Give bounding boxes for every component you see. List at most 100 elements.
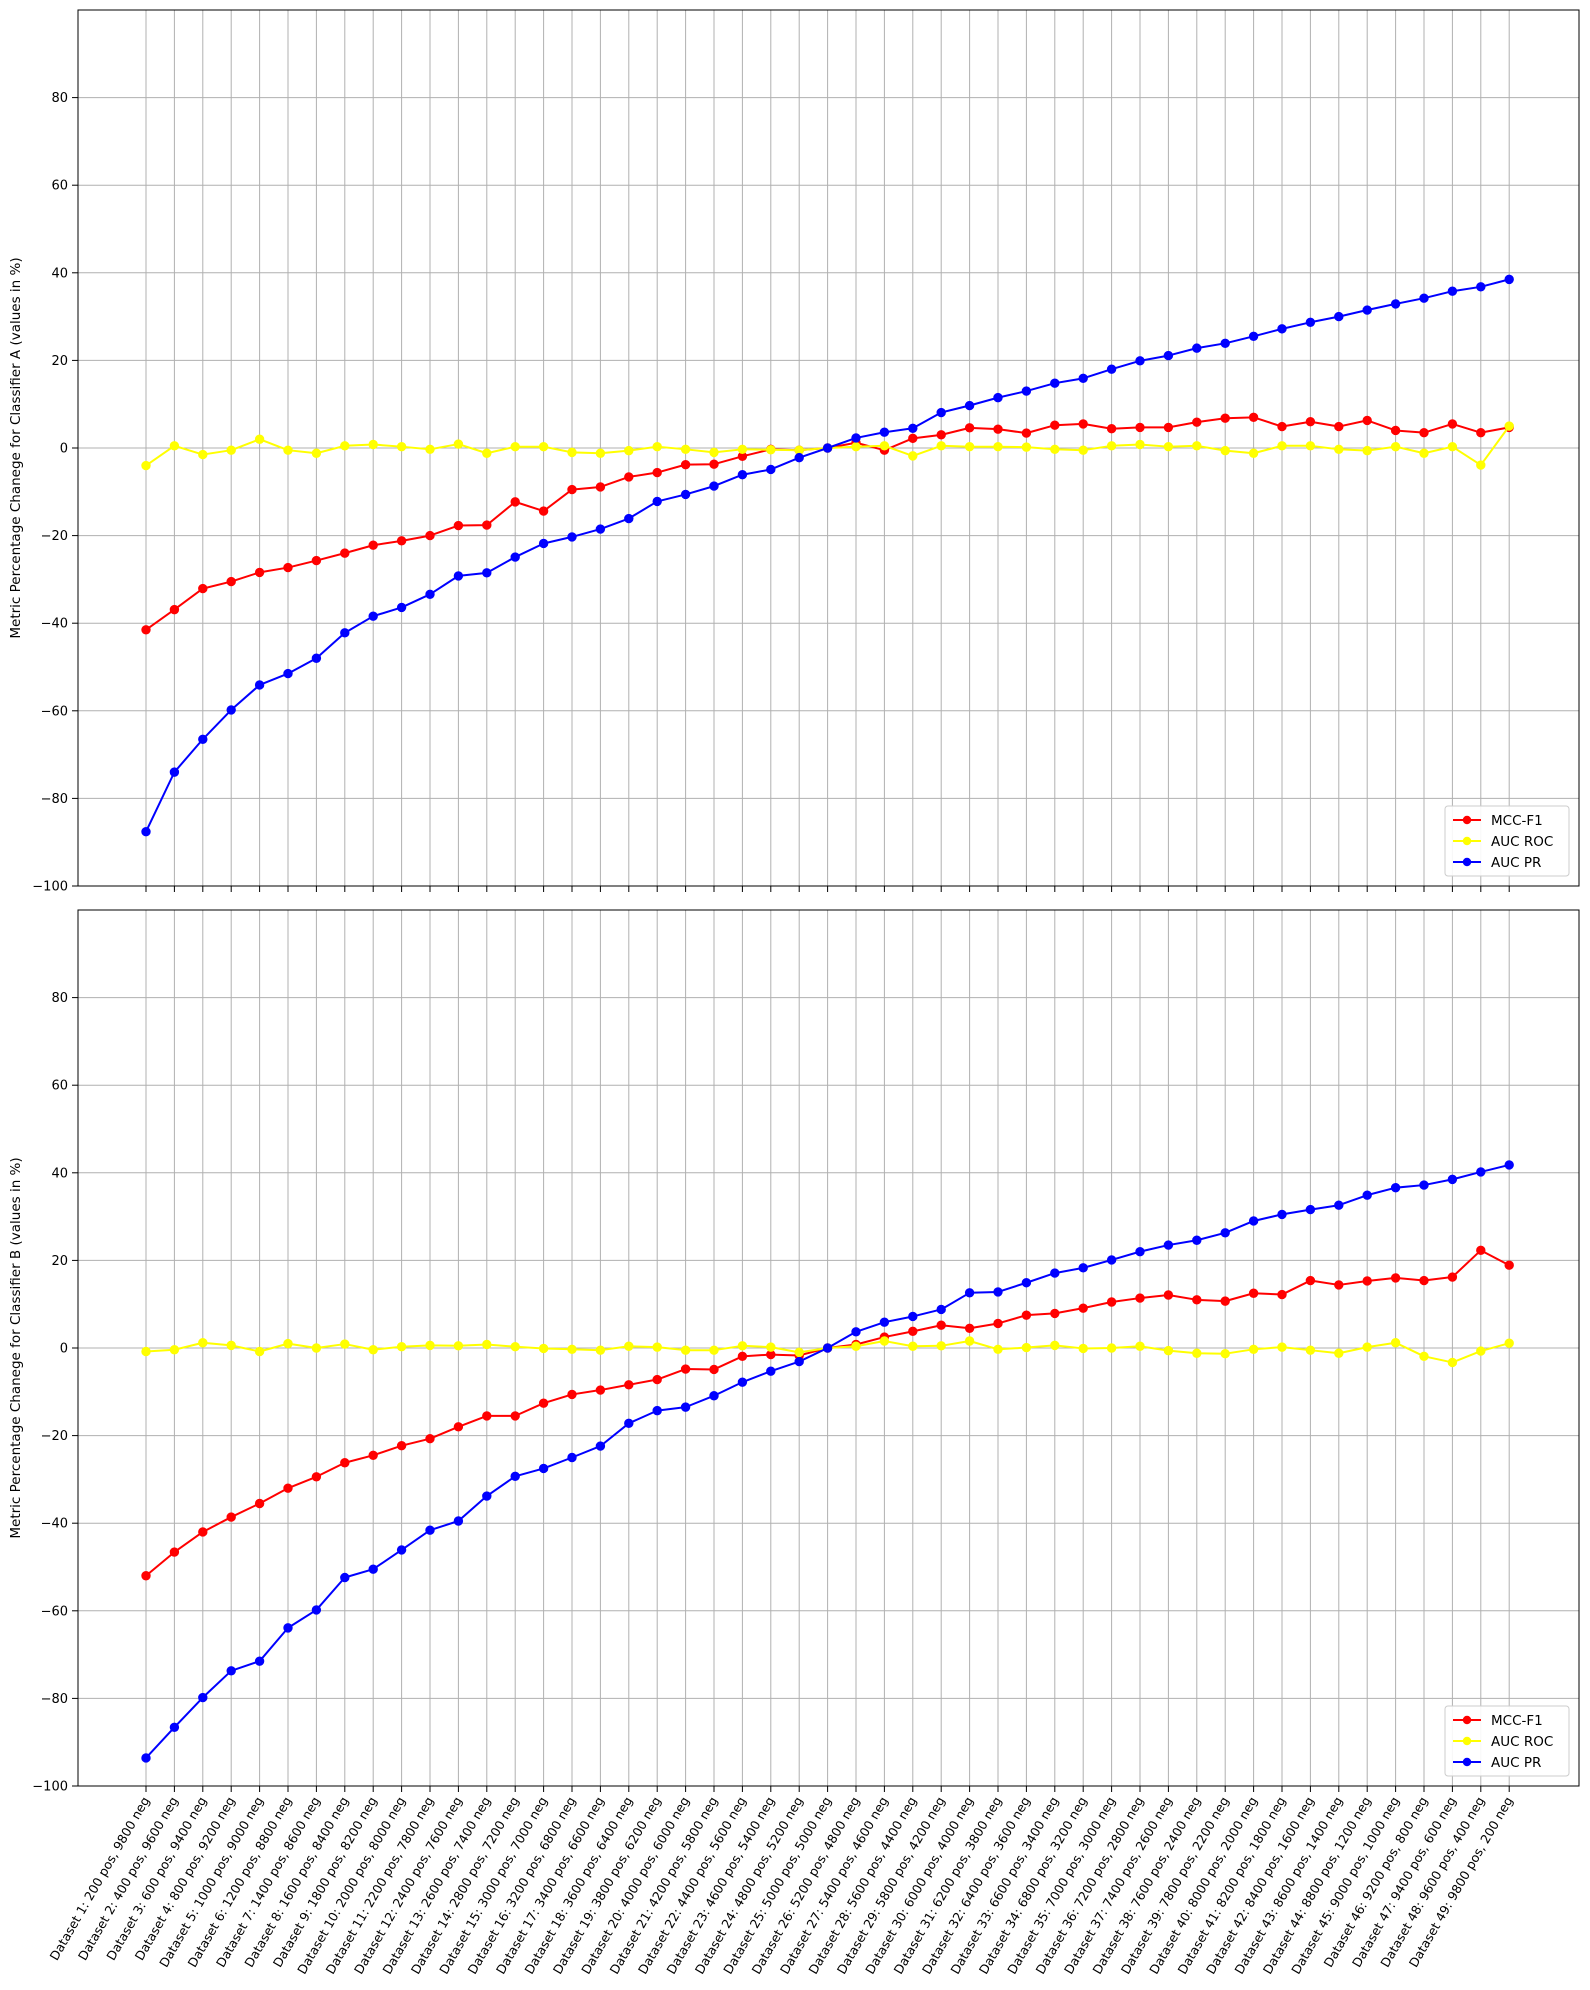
data-point	[1135, 1246, 1145, 1257]
data-point	[311, 448, 322, 458]
data-point	[1447, 1272, 1458, 1282]
data-point	[453, 571, 464, 581]
legend-marker	[1462, 1757, 1472, 1767]
plot-frame	[77, 9, 1580, 887]
data-point	[1277, 1289, 1287, 1300]
data-point	[283, 1483, 293, 1493]
data-point	[1192, 441, 1202, 451]
data-point	[1163, 350, 1174, 361]
data-point	[311, 555, 322, 566]
y-tick-label: 80	[51, 91, 68, 106]
y-tick-label: 60	[51, 1079, 68, 1094]
y-tick-label: −60	[41, 1604, 68, 1619]
data-point	[1135, 356, 1145, 366]
data-point	[254, 680, 265, 690]
data-point	[198, 1692, 208, 1703]
data-point	[851, 1327, 861, 1337]
legend-marker	[1462, 815, 1472, 825]
data-point	[936, 1304, 946, 1315]
data-point	[1163, 1345, 1174, 1356]
data-point	[1476, 282, 1486, 292]
y-axis-label: Metric Percentage Chanege for Classifier…	[8, 257, 24, 638]
data-point	[226, 1512, 236, 1522]
data-point	[198, 449, 208, 460]
legend-box	[1444, 1705, 1570, 1777]
data-point	[254, 434, 265, 444]
y-tick-label: −100	[32, 880, 68, 895]
data-point	[709, 481, 719, 491]
data-point	[1050, 378, 1060, 388]
data-point	[737, 444, 748, 455]
data-point	[226, 445, 236, 455]
data-point	[1334, 1280, 1344, 1290]
data-point	[879, 1317, 890, 1327]
legend-marker	[1462, 1736, 1472, 1746]
data-point	[1192, 1235, 1202, 1245]
data-point	[510, 441, 520, 452]
data-point	[482, 568, 492, 578]
data-point	[1390, 1338, 1401, 1348]
data-point	[1135, 439, 1145, 450]
y-axis: −100 −80 −60 −40 −20 0 20 40 60 80 Metric Percenta…	[8, 991, 78, 1795]
y-axis-label: Metric Percentage Chanege for Classifier…	[8, 1157, 24, 1538]
data-point	[1362, 445, 1372, 456]
data-point	[908, 1341, 918, 1351]
data-point	[993, 1318, 1003, 1329]
data-point	[198, 1527, 208, 1537]
data-point	[254, 1498, 265, 1509]
data-point	[766, 1366, 776, 1376]
data-point	[1163, 1290, 1174, 1300]
data-point	[709, 1391, 719, 1401]
data-point	[936, 1341, 946, 1351]
data-point	[1390, 299, 1401, 309]
data-point	[993, 1287, 1003, 1297]
data-point	[538, 1463, 549, 1474]
data-point	[908, 423, 918, 433]
data-point	[908, 451, 918, 461]
y-tick-label: 0	[60, 442, 68, 457]
data-point	[1078, 1303, 1088, 1313]
data-point	[908, 1326, 918, 1337]
series-mcc-f1	[141, 412, 1514, 635]
data-point	[879, 1336, 890, 1346]
data-point	[396, 1341, 407, 1352]
data-point	[198, 734, 208, 744]
data-point	[425, 444, 435, 455]
data-point	[908, 433, 918, 444]
data-point	[1220, 445, 1230, 456]
legend-label: MCC-F1	[1491, 1713, 1543, 1729]
data-point	[1192, 1348, 1202, 1358]
y-axis: −100 −80 −60 −40 −20 0 20 40 60 80 Metric Percenta…	[8, 91, 78, 895]
data-point	[1419, 293, 1429, 303]
data-point	[396, 1545, 407, 1555]
y-tick-label: 80	[51, 991, 68, 1006]
y-tick-label: 40	[51, 1166, 68, 1181]
data-point	[964, 400, 975, 411]
data-point	[1106, 364, 1117, 374]
data-point	[1305, 317, 1316, 327]
data-point	[595, 448, 606, 458]
data-point	[879, 427, 890, 437]
data-point	[1248, 448, 1259, 458]
data-point	[340, 1339, 350, 1349]
y-tick-label: 0	[60, 1342, 68, 1357]
series-auc-pr	[141, 1160, 1514, 1763]
data-point	[254, 1656, 265, 1666]
data-point	[709, 447, 719, 458]
data-point	[1078, 1343, 1088, 1354]
data-point	[936, 1320, 946, 1330]
data-point	[1277, 1209, 1287, 1220]
data-point	[1163, 441, 1174, 452]
data-point	[1362, 415, 1372, 426]
data-point	[1334, 1348, 1344, 1358]
data-point	[1390, 1182, 1401, 1193]
data-point	[1220, 413, 1230, 423]
data-point	[1078, 445, 1088, 455]
data-point	[737, 1351, 748, 1362]
legend-label: AUC ROC	[1491, 1734, 1553, 1750]
data-point	[1078, 373, 1088, 384]
data-point	[794, 452, 804, 463]
data-point	[936, 430, 946, 440]
legend-label: MCC-F1	[1491, 813, 1543, 829]
data-point	[283, 445, 293, 455]
